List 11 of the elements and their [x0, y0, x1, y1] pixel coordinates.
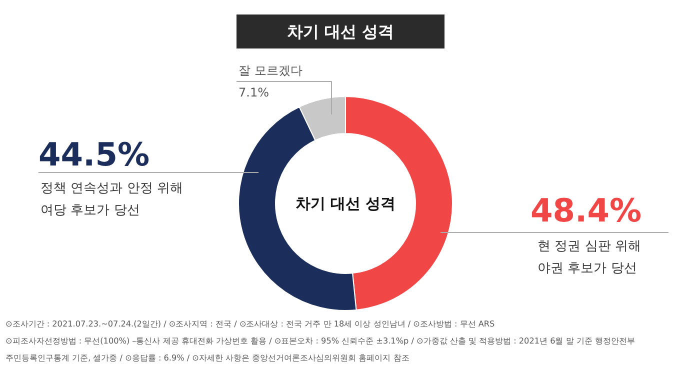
- slice-label: 잘 모르겠다: [238, 64, 302, 78]
- text: 차기 대선 성격: [295, 194, 396, 212]
- slice-label: 현 정권 심판 위해 야권 후보가 당선: [538, 239, 641, 276]
- text: ⊙피조사자선정방법 : 무선(100%) –통신사 제공 휴대전화 가상번호 활용 / ⊙표본오차 : 95% 신뢰수준 ±3.1%p / ⊙가중값 산출 및 적용방법 : 2021년 6월 말 기준 행정안전부: [6, 336, 635, 346]
- text: 주민등록인구통계 기준, 셀가중 / ⊙응답률 : 6.9% / ⊙자세한 사항은 중앙선거여론조사심의위원회 홈페이지 참조: [6, 352, 410, 362]
- data-label: 44.5%: [38, 136, 150, 174]
- slice-label: 정책 연속성과 안정 위해 여당 후보가 당선: [40, 181, 183, 218]
- chart-title: 차기 대선 성격: [286, 22, 394, 41]
- data-label: 7.1%: [238, 86, 269, 100]
- data-label: 48.4%: [530, 192, 642, 230]
- text: ⊙조사기간 : 2021.07.23.~07.24.(2일간) / ⊙조사지역 : 전국 / ⊙조사대상 : 전국 거주 만 18세 이상 성인남녀 / ⊙조사방법 : 무선 ARS: [6, 318, 495, 328]
